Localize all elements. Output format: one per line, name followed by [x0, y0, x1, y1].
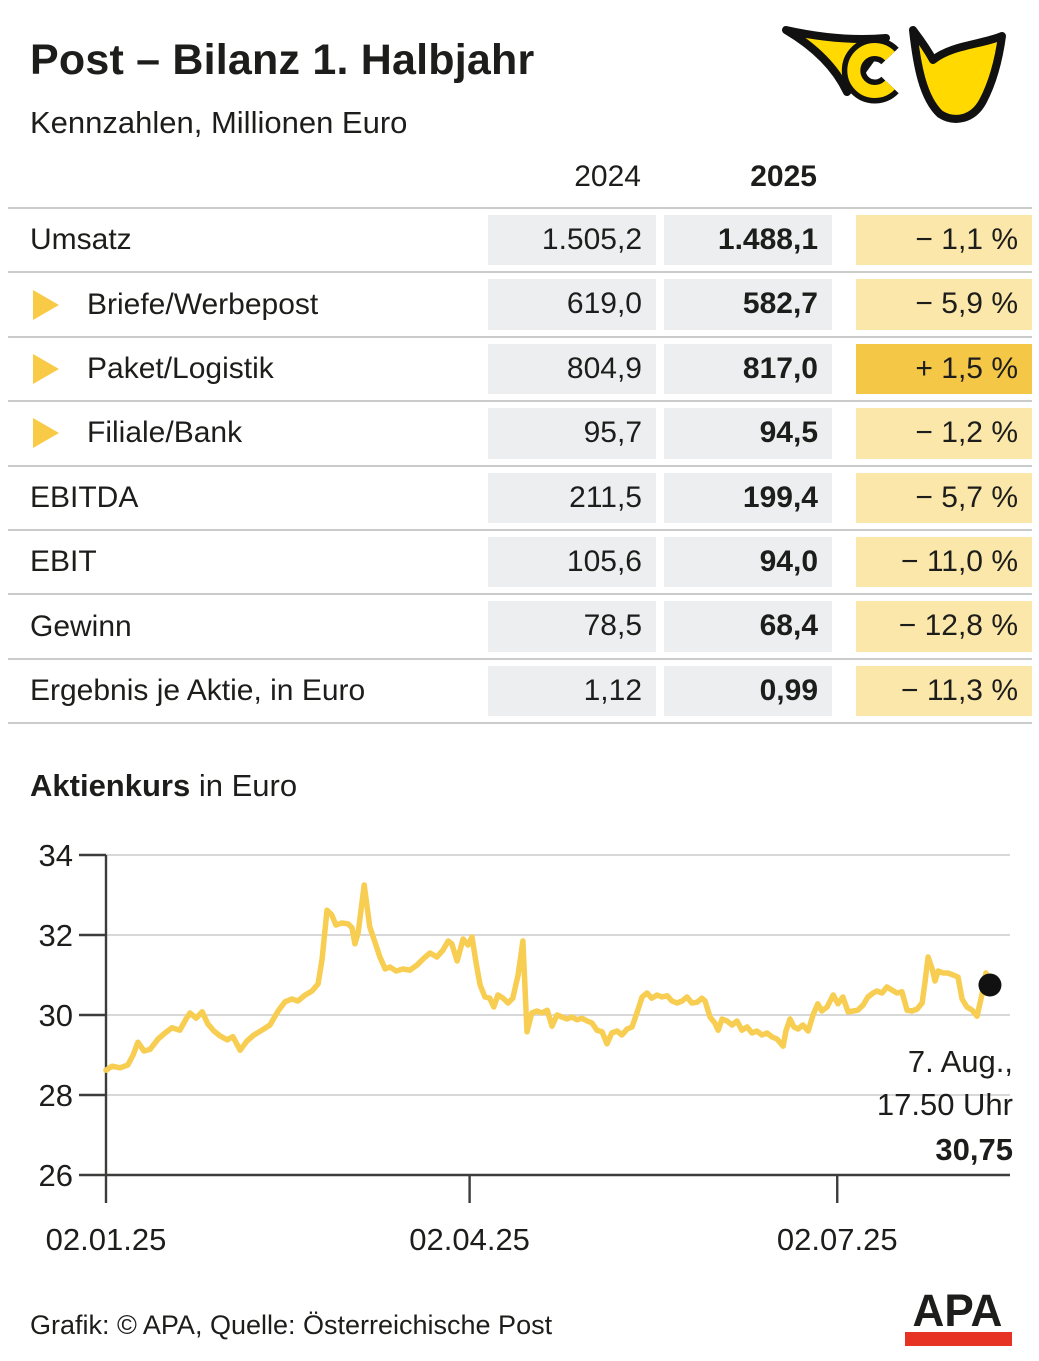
pct-change-badge: − 11,0 % [856, 536, 1032, 588]
row-label: Paket/Logistik [87, 351, 274, 385]
credit-line: Grafik: © APA, Quelle: Österreichische P… [30, 1310, 553, 1340]
pct-change-badge: − 1,1 % [856, 215, 1032, 266]
value-2025: 1.488,1 [664, 215, 832, 266]
post-horn-logo [782, 26, 1006, 123]
table-row: Ergebnis je Aktie, in Euro 1,12 0,99 − 1… [8, 657, 1032, 722]
table-row: Gewinn 78,5 68,4 − 12,8 % [8, 593, 1032, 657]
row-label: Filiale/Bank [87, 416, 243, 450]
y-axis-label: 30 [39, 998, 73, 1033]
y-axis-label: 32 [39, 918, 73, 953]
triangle-bullet-icon [33, 418, 59, 449]
pct-change-badge: − 1,2 % [856, 408, 1032, 459]
page-title: Post – Bilanz 1. Halbjahr [30, 36, 535, 84]
y-axis-label: 26 [39, 1158, 73, 1193]
column-header-2025: 2025 [750, 160, 817, 193]
row-label: EBIT [30, 545, 97, 579]
value-2025: 0,99 [664, 665, 832, 717]
triangle-bullet-icon [33, 289, 59, 320]
annotation-time: 17.50 Uhr [877, 1087, 1013, 1122]
table-row: Umsatz 1.505,2 1.488,1 − 1,1 % [8, 207, 1032, 271]
horn-bell-shape [909, 26, 1006, 123]
value-2025: 94,5 [664, 408, 832, 459]
annotation-price: 30,75 [935, 1132, 1013, 1167]
value-2024: 95,7 [488, 408, 656, 459]
row-label: Gewinn [30, 609, 132, 643]
value-2025: 817,0 [664, 343, 832, 395]
horn-coil-fill [847, 43, 895, 98]
x-axis-label: 02.07.25 [777, 1222, 898, 1257]
value-2024: 1,12 [488, 665, 656, 717]
table-row: Briefe/Werbepost 619,0 582,7 − 5,9 % [8, 271, 1032, 335]
chart-title-bold: Aktienkurs [30, 768, 191, 803]
pct-change-badge: − 12,8 % [856, 601, 1032, 652]
value-2024: 211,5 [488, 472, 656, 523]
pct-change-badge: − 5,9 % [856, 279, 1032, 330]
x-axis-label: 02.04.25 [409, 1222, 530, 1257]
table-row: EBITDA 211,5 199,4 − 5,7 % [8, 464, 1032, 529]
apa-logo-red-bar [905, 1332, 1012, 1346]
value-2025: 199,4 [664, 472, 832, 523]
y-axis-label: 28 [39, 1078, 73, 1113]
row-label: Umsatz [30, 223, 132, 257]
value-2024: 105,6 [488, 536, 656, 588]
row-label: EBITDA [30, 480, 139, 514]
pct-change-badge: + 1,5 % [856, 343, 1032, 395]
apa-logo: APA [905, 1285, 1012, 1346]
last-price-dot [978, 973, 1002, 997]
page-subtitle: Kennzahlen, Millionen Euro [30, 105, 408, 140]
kennzahlen-table: Umsatz 1.505,2 1.488,1 − 1,1 % Briefe/We… [8, 207, 1032, 725]
triangle-bullet-icon [33, 353, 59, 384]
value-2024: 1.505,2 [488, 215, 656, 266]
chart-title: Aktienkurs in Euro [30, 768, 297, 804]
x-axis-label: 02.01.25 [46, 1222, 167, 1257]
table-row: Paket/Logistik 804,9 817,0 + 1,5 % [8, 335, 1032, 400]
table-row: EBIT 105,6 94,0 − 11,0 % [8, 528, 1032, 593]
row-label: Ergebnis je Aktie, in Euro [30, 673, 366, 707]
value-2025: 68,4 [664, 601, 832, 652]
value-2024: 804,9 [488, 343, 656, 395]
value-2025: 582,7 [664, 279, 832, 330]
price-line [103, 882, 993, 1073]
y-axis-label: 34 [39, 838, 73, 873]
value-2025: 94,0 [664, 536, 832, 588]
table-row: Filiale/Bank 95,7 94,5 − 1,2 % [8, 400, 1032, 464]
pct-change-badge: − 5,7 % [856, 472, 1032, 523]
column-header-2024: 2024 [574, 160, 641, 193]
value-2024: 619,0 [488, 279, 656, 330]
apa-logo-text: APA [912, 1285, 1003, 1336]
value-2024: 78,5 [488, 601, 656, 652]
pct-change-badge: − 11,3 % [856, 665, 1032, 717]
chart-title-rest: in Euro [190, 768, 298, 803]
row-label: Briefe/Werbepost [87, 287, 319, 321]
annotation-date: 7. Aug., [908, 1044, 1013, 1079]
